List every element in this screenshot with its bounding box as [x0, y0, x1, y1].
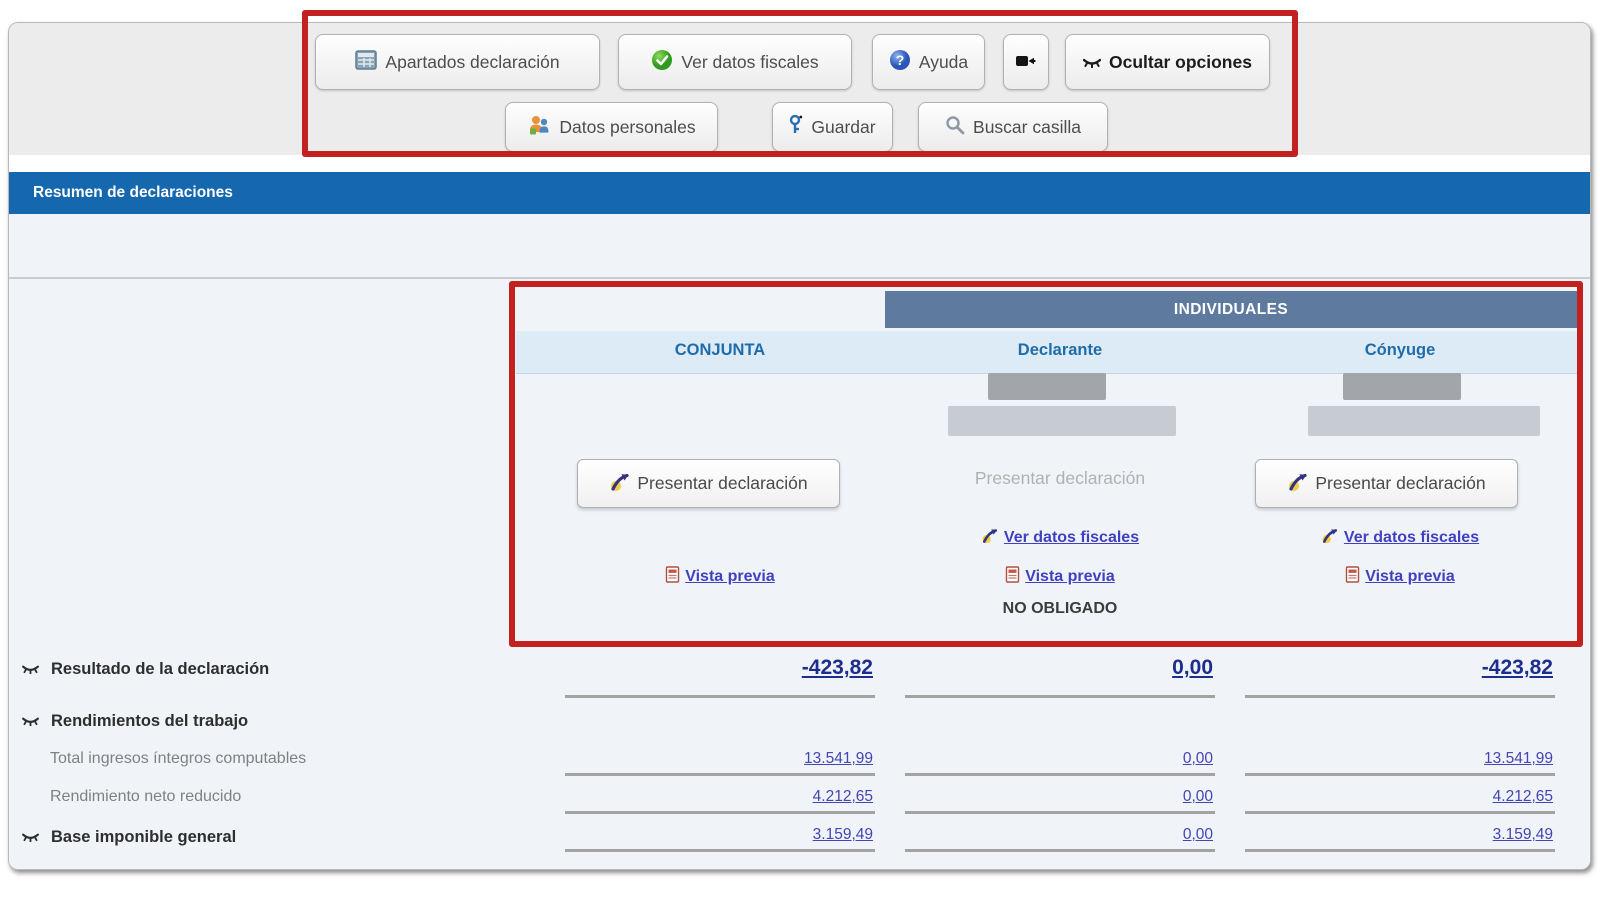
- declarante-name-redacted: [948, 406, 1176, 436]
- buscar-casilla-label: Buscar casilla: [973, 116, 1081, 137]
- renta-arrow-icon: [981, 526, 999, 549]
- base-imponible-conyuge-value: 3.159,49: [1245, 826, 1555, 852]
- video-camera-icon: [1016, 52, 1036, 73]
- value-link[interactable]: 13.541,99: [804, 750, 873, 767]
- ver-datos-fiscales-label: Ver datos fiscales: [681, 51, 819, 72]
- green-check-icon: [651, 49, 673, 76]
- apartados-declaracion-label: Apartados declaración: [385, 51, 560, 72]
- ver-datos-fiscales-button[interactable]: Ver datos fiscales: [618, 34, 852, 90]
- ayuda-button[interactable]: ? Ayuda: [872, 34, 985, 90]
- vista-previa-conyuge-link[interactable]: Vista previa: [1245, 566, 1555, 588]
- value-link[interactable]: -423,82: [1481, 656, 1553, 679]
- individuales-group-header: INDIVIDUALES: [885, 291, 1577, 328]
- rendimiento-neto-conyuge-value: 4.212,65: [1245, 788, 1555, 814]
- column-header-conjunta: CONJUNTA: [674, 341, 766, 359]
- hide-icon: [1082, 52, 1102, 73]
- ocultar-opciones-label: Ocultar opciones: [1109, 51, 1252, 72]
- base-imponible-conjunta-value: 3.159,49: [565, 826, 875, 852]
- presentar-declaracion-conyuge-button[interactable]: Presentar declaración: [1255, 459, 1518, 508]
- value-link[interactable]: -423,82: [801, 656, 873, 679]
- row-total-ingresos: Total ingresos íntegros computables: [50, 750, 307, 767]
- conyuge-nif-redacted: [1343, 373, 1461, 400]
- hide-row-icon[interactable]: [22, 660, 39, 679]
- total-ingresos-conjunta-value: 13.541,99: [565, 750, 875, 776]
- help-icon: ?: [889, 49, 911, 76]
- rendimiento-neto-declarante-value: 0,00: [905, 788, 1215, 814]
- value-link[interactable]: 4.212,65: [1492, 788, 1553, 805]
- search-icon: [945, 115, 965, 140]
- content-divider: [9, 277, 1590, 279]
- base-imponible-declarante-value: 0,00: [905, 826, 1215, 852]
- resultado-conyuge-value: -423,82: [1245, 656, 1555, 698]
- value-link[interactable]: 0,00: [1172, 656, 1213, 679]
- svg-text:?: ?: [896, 52, 905, 68]
- renta-arrow-icon: [609, 470, 631, 497]
- preview-document-icon: [1005, 566, 1020, 588]
- value-link[interactable]: 4.212,65: [812, 788, 873, 805]
- value-link[interactable]: 13.541,99: [1484, 750, 1553, 767]
- presentar-declaracion-declarante-disabled: Presentar declaración: [974, 468, 1146, 488]
- people-icon: [527, 114, 551, 141]
- total-ingresos-declarante-value: 0,00: [905, 750, 1215, 776]
- ayuda-label: Ayuda: [918, 51, 969, 72]
- datos-personales-label: Datos personales: [559, 116, 696, 137]
- renta-arrow-icon: [1287, 470, 1309, 497]
- total-ingresos-conyuge-value: 13.541,99: [1245, 750, 1555, 776]
- row-base-imponible: Base imponible general: [22, 828, 236, 847]
- declarante-nif-redacted: [988, 373, 1106, 400]
- value-link[interactable]: 0,00: [1182, 750, 1213, 767]
- section-header: Resumen de declaraciones: [9, 172, 1590, 214]
- conyuge-name-redacted: [1308, 406, 1540, 436]
- resultado-declarante-value: 0,00: [905, 656, 1215, 698]
- row-rendimiento-neto: Rendimiento neto reducido: [50, 788, 242, 805]
- datos-personales-button[interactable]: Datos personales: [505, 102, 718, 152]
- hide-row-icon[interactable]: [22, 828, 39, 847]
- ver-datos-fiscales-conyuge-link[interactable]: Ver datos fiscales: [1245, 526, 1555, 549]
- value-link[interactable]: 0,00: [1182, 788, 1213, 805]
- presentar-declaracion-conjunta-button[interactable]: Presentar declaración: [577, 459, 840, 508]
- apartados-declaracion-button[interactable]: Apartados declaración: [315, 34, 600, 90]
- no-obligado-status: NO OBLIGADO: [1002, 600, 1118, 617]
- sections-grid-icon: [355, 49, 378, 76]
- preview-document-icon: [1345, 566, 1360, 588]
- buscar-casilla-button[interactable]: Buscar casilla: [918, 102, 1108, 152]
- guardar-button[interactable]: Guardar: [772, 102, 893, 152]
- resultado-conjunta-value: -423,82: [565, 656, 875, 698]
- ver-datos-fiscales-declarante-link[interactable]: Ver datos fiscales: [905, 526, 1215, 549]
- vista-previa-conjunta-link[interactable]: Vista previa: [565, 566, 875, 588]
- row-resultado-declaracion: Resultado de la declaración: [22, 660, 269, 679]
- value-link[interactable]: 3.159,49: [812, 826, 873, 843]
- ocultar-opciones-button[interactable]: Ocultar opciones: [1065, 34, 1270, 90]
- rendimiento-neto-conjunta-value: 4.212,65: [565, 788, 875, 814]
- key-save-icon: [789, 114, 803, 140]
- value-link[interactable]: 0,00: [1182, 826, 1213, 843]
- value-link[interactable]: 3.159,49: [1492, 826, 1553, 843]
- column-header-declarante: Declarante: [1017, 341, 1103, 359]
- page-title: Resumen de declaraciones: [33, 184, 233, 201]
- video-help-button[interactable]: [1003, 34, 1049, 90]
- guardar-label: Guardar: [811, 116, 876, 137]
- vista-previa-declarante-link[interactable]: Vista previa: [905, 566, 1215, 588]
- column-header-conyuge: Cónyuge: [1364, 341, 1436, 359]
- preview-document-icon: [665, 566, 680, 588]
- renta-arrow-icon: [1321, 526, 1339, 549]
- hide-row-icon[interactable]: [22, 712, 39, 731]
- row-rendimientos-trabajo: Rendimientos del trabajo: [22, 712, 248, 731]
